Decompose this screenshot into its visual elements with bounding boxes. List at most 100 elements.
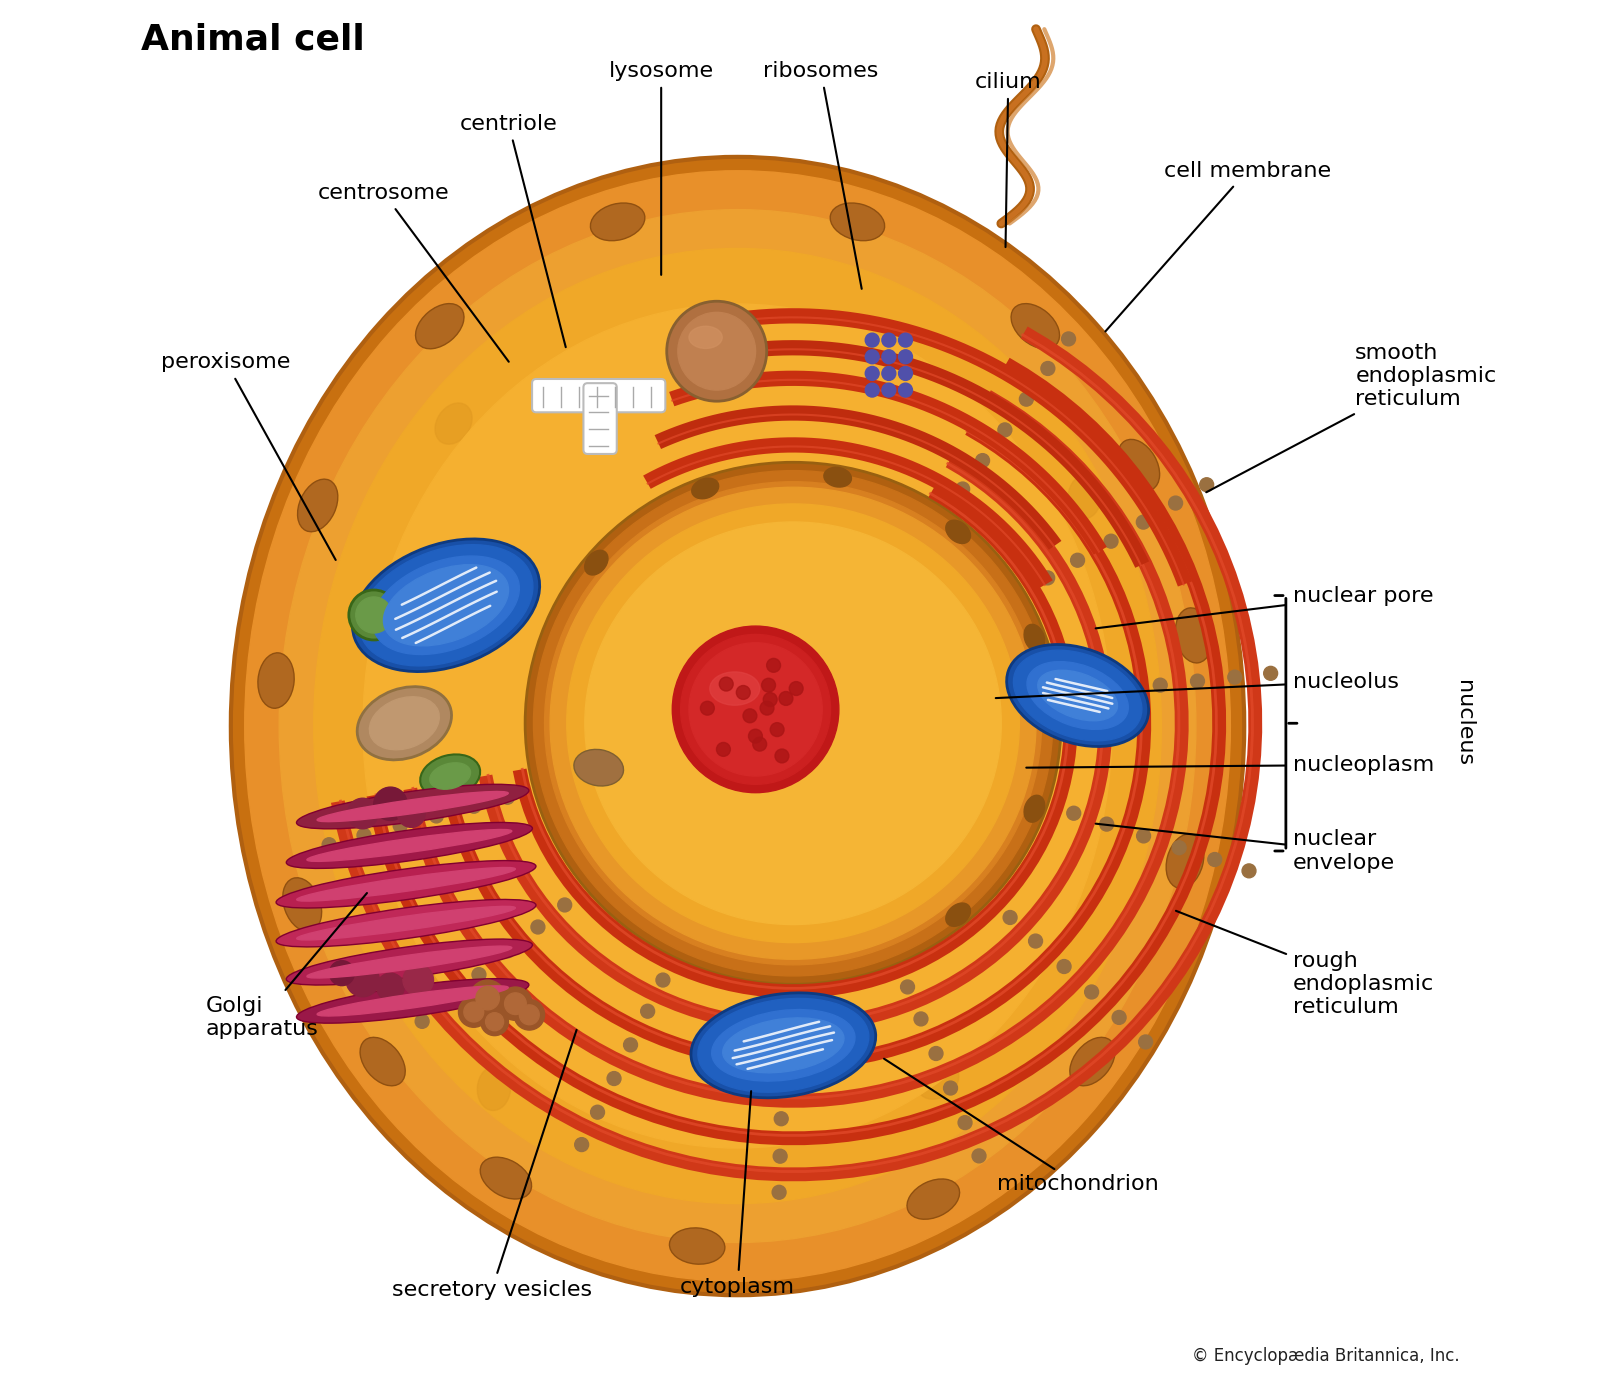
Ellipse shape — [917, 960, 962, 993]
Circle shape — [429, 810, 443, 823]
Ellipse shape — [416, 303, 464, 349]
Polygon shape — [366, 357, 1226, 1145]
Ellipse shape — [480, 1157, 531, 1199]
Circle shape — [414, 1014, 429, 1028]
Ellipse shape — [544, 481, 1042, 965]
Circle shape — [667, 302, 766, 401]
Circle shape — [464, 1002, 483, 1022]
Circle shape — [901, 981, 915, 995]
Circle shape — [590, 1106, 605, 1120]
Circle shape — [1136, 515, 1150, 529]
Circle shape — [520, 1004, 539, 1025]
Circle shape — [680, 634, 830, 785]
Circle shape — [998, 423, 1011, 437]
Circle shape — [501, 944, 515, 958]
Circle shape — [1173, 840, 1186, 854]
Ellipse shape — [280, 210, 1195, 1242]
Ellipse shape — [1006, 644, 1149, 747]
Ellipse shape — [830, 203, 885, 241]
Circle shape — [330, 961, 354, 986]
Ellipse shape — [1166, 835, 1203, 889]
Circle shape — [1042, 362, 1054, 376]
Ellipse shape — [918, 711, 957, 751]
Circle shape — [656, 974, 670, 988]
Circle shape — [374, 787, 406, 821]
Ellipse shape — [1013, 650, 1142, 741]
Circle shape — [504, 993, 526, 1014]
Polygon shape — [691, 341, 1149, 568]
Circle shape — [672, 626, 838, 793]
FancyBboxPatch shape — [533, 378, 666, 412]
Circle shape — [742, 709, 757, 723]
Circle shape — [1154, 679, 1166, 693]
Ellipse shape — [317, 791, 509, 822]
Ellipse shape — [502, 974, 547, 1008]
Circle shape — [349, 590, 398, 640]
Polygon shape — [440, 423, 1150, 1070]
Ellipse shape — [954, 533, 989, 574]
Circle shape — [346, 964, 379, 997]
Ellipse shape — [566, 504, 1019, 943]
Ellipse shape — [477, 1066, 510, 1110]
Ellipse shape — [1176, 608, 1213, 664]
Ellipse shape — [1027, 662, 1128, 729]
Circle shape — [470, 981, 506, 1017]
Ellipse shape — [317, 986, 509, 1015]
Ellipse shape — [1067, 474, 1101, 519]
Circle shape — [1190, 675, 1205, 689]
Ellipse shape — [960, 828, 1002, 864]
Circle shape — [1264, 666, 1277, 680]
Circle shape — [766, 658, 781, 672]
Ellipse shape — [230, 157, 1245, 1295]
Ellipse shape — [824, 467, 851, 487]
Ellipse shape — [574, 1040, 611, 1082]
Ellipse shape — [1038, 670, 1117, 721]
Ellipse shape — [562, 616, 605, 650]
Circle shape — [899, 349, 912, 363]
Circle shape — [899, 383, 912, 396]
Text: smooth
endoplasmic
reticulum: smooth endoplasmic reticulum — [1206, 344, 1496, 492]
Ellipse shape — [411, 963, 456, 996]
Ellipse shape — [907, 1180, 960, 1220]
Circle shape — [678, 313, 755, 389]
Ellipse shape — [723, 1018, 843, 1072]
Ellipse shape — [584, 551, 608, 574]
Circle shape — [763, 693, 778, 707]
Circle shape — [501, 790, 514, 804]
Ellipse shape — [357, 687, 451, 759]
Ellipse shape — [525, 462, 1061, 985]
Circle shape — [443, 992, 458, 1006]
Text: ribosomes: ribosomes — [763, 61, 878, 289]
Circle shape — [1029, 935, 1043, 949]
Circle shape — [866, 366, 878, 380]
Ellipse shape — [946, 903, 971, 926]
Ellipse shape — [373, 556, 520, 655]
Circle shape — [1062, 332, 1075, 346]
Circle shape — [776, 1074, 789, 1088]
Text: rough
endoplasmic
reticulum: rough endoplasmic reticulum — [1176, 911, 1434, 1017]
Circle shape — [701, 701, 714, 715]
Ellipse shape — [245, 171, 1230, 1281]
Circle shape — [624, 1038, 637, 1052]
Circle shape — [397, 800, 426, 828]
Circle shape — [882, 349, 896, 363]
Circle shape — [882, 334, 896, 348]
Circle shape — [394, 819, 406, 833]
Text: centriole: centriole — [459, 114, 566, 348]
Circle shape — [514, 1000, 544, 1031]
Circle shape — [882, 383, 896, 396]
Circle shape — [973, 1149, 986, 1163]
Circle shape — [1168, 497, 1182, 510]
Circle shape — [779, 691, 794, 705]
Circle shape — [606, 1071, 621, 1085]
Circle shape — [485, 1013, 504, 1031]
Circle shape — [640, 1004, 654, 1018]
Ellipse shape — [296, 907, 515, 940]
FancyBboxPatch shape — [584, 383, 616, 453]
Ellipse shape — [712, 1010, 854, 1081]
Text: peroxisome: peroxisome — [162, 352, 336, 561]
Ellipse shape — [690, 327, 722, 348]
Circle shape — [1104, 534, 1118, 548]
Polygon shape — [478, 455, 1112, 1032]
Circle shape — [778, 1002, 792, 1015]
